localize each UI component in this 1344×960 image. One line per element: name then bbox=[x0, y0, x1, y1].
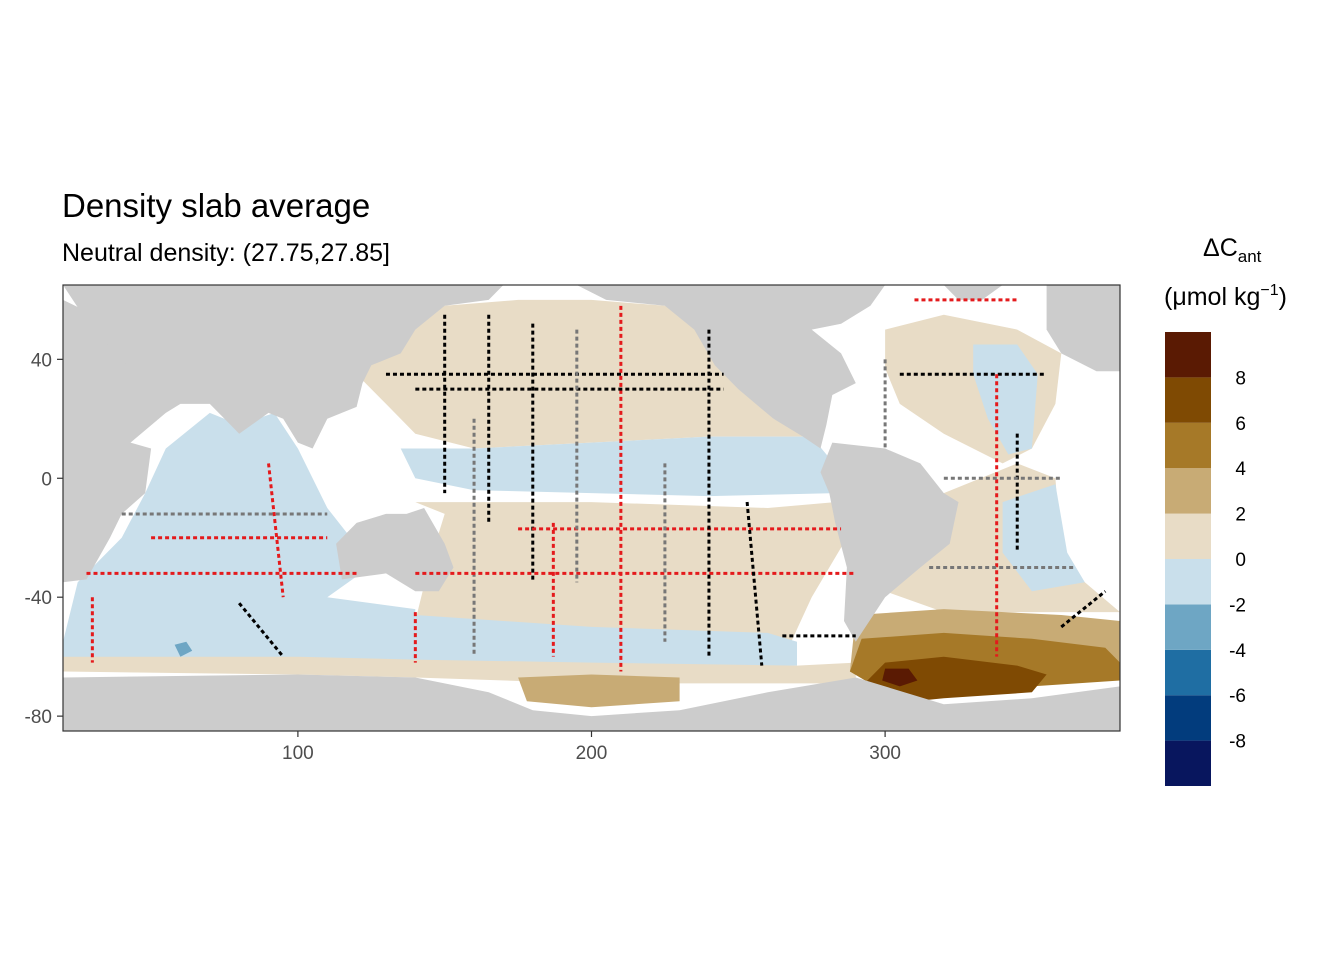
legend-labels: 8 6 4 2 0 -2 -4 -6 -8 bbox=[1229, 368, 1246, 752]
chart-subtitle: Neutral density: (27.75,27.85] bbox=[62, 239, 390, 267]
cruise-track bbox=[267, 463, 285, 598]
cruise-tracks-layer bbox=[86, 298, 1107, 672]
x-tick-label: 200 bbox=[576, 743, 608, 764]
region-southern-ocean-strip bbox=[63, 656, 856, 684]
y-tick-label: -40 bbox=[25, 588, 52, 609]
land-eurasia bbox=[63, 285, 504, 449]
region-ross-sea-patch bbox=[518, 674, 680, 708]
y-tick-label: 0 bbox=[41, 469, 52, 490]
legend-bin bbox=[1165, 604, 1211, 650]
legend-label: -8 bbox=[1229, 732, 1246, 753]
legend-bin bbox=[1165, 695, 1211, 741]
legend-bin bbox=[1165, 559, 1211, 605]
legend-bin bbox=[1165, 649, 1211, 696]
x-tick-label: 300 bbox=[869, 743, 901, 764]
y-tick-label: -80 bbox=[25, 707, 52, 728]
region-atlantic-east-band bbox=[973, 344, 1038, 455]
region-weddell-core bbox=[882, 668, 918, 687]
region-southwest-pacific-patch bbox=[174, 641, 193, 657]
land-north-america bbox=[576, 285, 886, 449]
region-pacific-equatorial-band bbox=[400, 436, 842, 497]
legend-title-main: ΔCant bbox=[1203, 234, 1262, 266]
legend-label: 2 bbox=[1235, 505, 1246, 526]
x-tick-label: 100 bbox=[282, 743, 314, 764]
legend-bin bbox=[1165, 513, 1211, 559]
legend-label: 8 bbox=[1235, 368, 1246, 389]
legend-label: 0 bbox=[1235, 550, 1246, 571]
region-south-atlantic-band bbox=[1002, 484, 1085, 592]
y-tick-label: 40 bbox=[31, 350, 52, 371]
legend-bin bbox=[1165, 377, 1211, 423]
legend-title-unit: (μmol kg−1) bbox=[1164, 282, 1287, 311]
legend-colorbar bbox=[1165, 332, 1211, 786]
land-australia bbox=[336, 508, 454, 592]
land-europe-west bbox=[1046, 285, 1120, 372]
map-plot-area bbox=[62, 284, 1121, 732]
regions-layer bbox=[63, 299, 1120, 708]
legend-bin bbox=[1165, 468, 1211, 514]
land-greenland bbox=[943, 285, 1003, 300]
legend-label: -2 bbox=[1229, 595, 1246, 616]
legend-label: -4 bbox=[1229, 641, 1246, 662]
region-pacific-south-band bbox=[415, 615, 797, 666]
legend-label: 6 bbox=[1235, 414, 1246, 435]
cruise-track bbox=[1060, 590, 1107, 629]
cruise-track bbox=[238, 602, 285, 658]
legend-bin bbox=[1165, 422, 1211, 469]
cruise-track bbox=[745, 501, 764, 666]
land-layer bbox=[63, 285, 1120, 731]
legend-label: -6 bbox=[1229, 686, 1246, 707]
land-antarctica bbox=[63, 674, 1120, 731]
legend-label: 4 bbox=[1235, 459, 1246, 480]
legend: ΔCant (μmol kg−1) 8 6 4 2 0 -2 -4 -6 -8 bbox=[1164, 234, 1287, 786]
region-indian-ocean-zone bbox=[63, 412, 416, 663]
land-south-america bbox=[820, 442, 959, 642]
legend-bin bbox=[1165, 332, 1211, 378]
chart-title: Density slab average bbox=[62, 187, 370, 224]
legend-bin bbox=[1165, 740, 1211, 786]
